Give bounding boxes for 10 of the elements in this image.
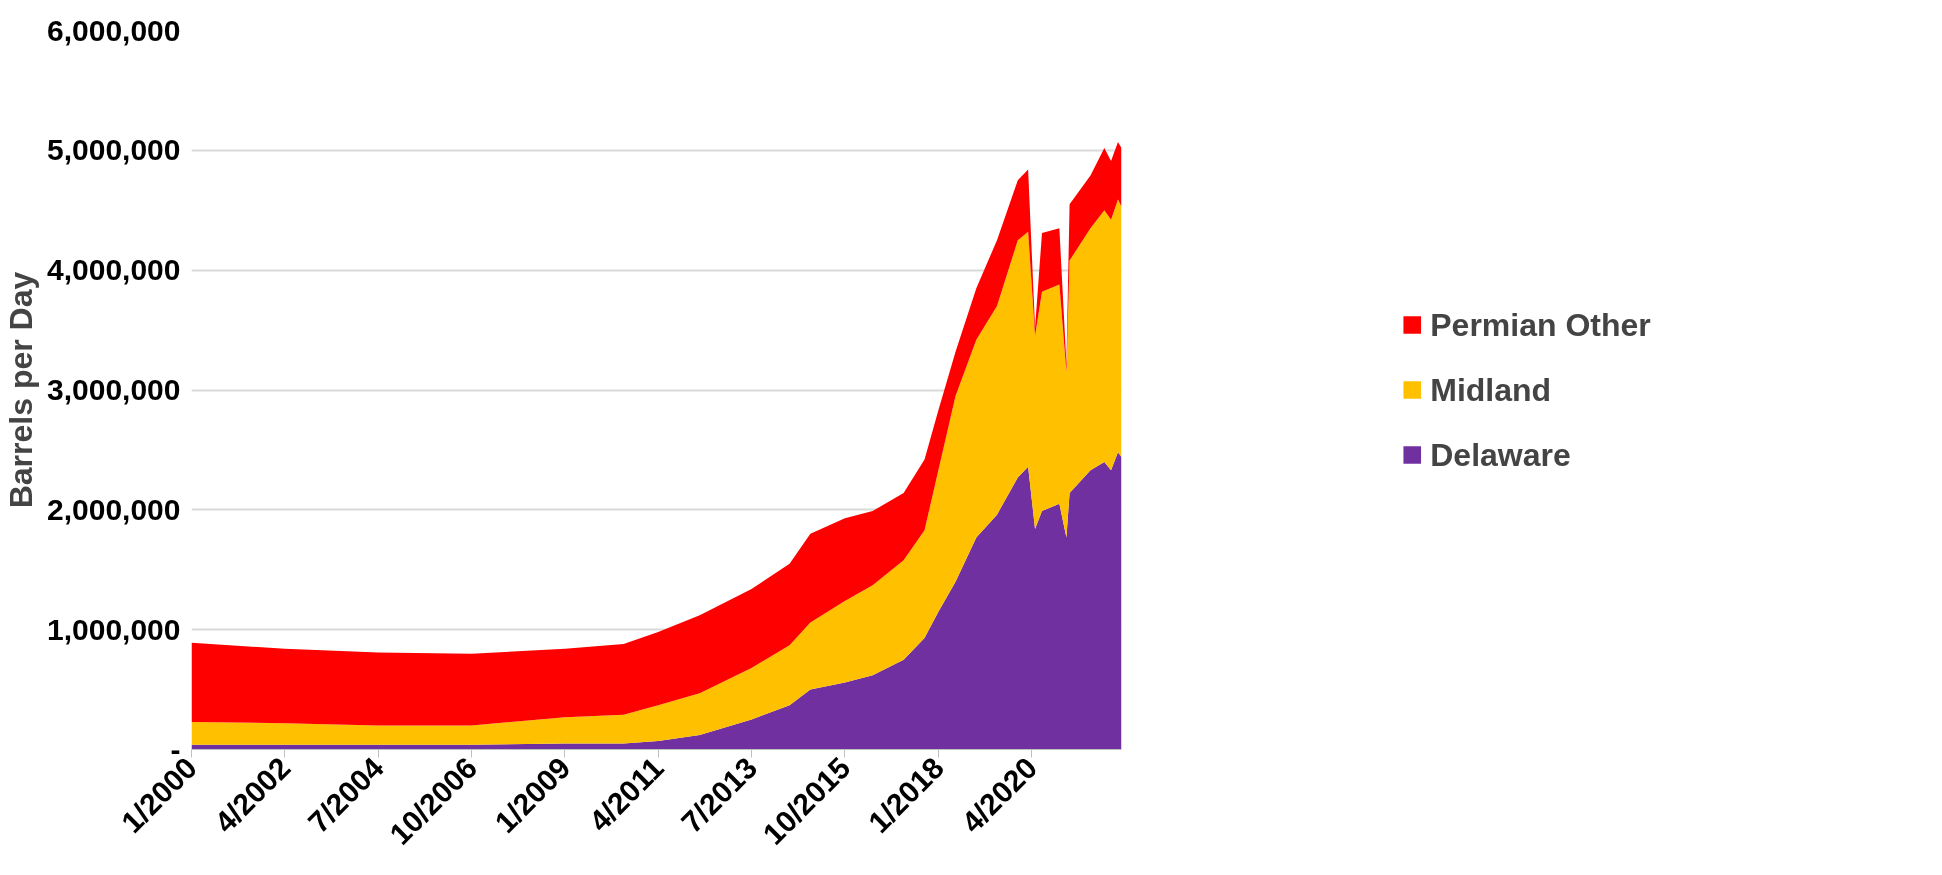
y-tick-label: 4,000,000 bbox=[47, 253, 181, 287]
y-tick-label: 3,000,000 bbox=[47, 373, 181, 406]
y-tick-label: 5,000,000 bbox=[47, 133, 181, 167]
legend-label: Permian Other bbox=[1430, 306, 1651, 343]
y-axis-title: Barrels per Day bbox=[3, 271, 40, 509]
legend-label: Delaware bbox=[1430, 436, 1571, 473]
y-tick-label: 1,000,000 bbox=[47, 612, 181, 646]
legend-label: Midland bbox=[1430, 371, 1552, 408]
y-tick-label: 2,000,000 bbox=[47, 492, 181, 526]
y-tick-label: 6,000,000 bbox=[47, 13, 181, 47]
